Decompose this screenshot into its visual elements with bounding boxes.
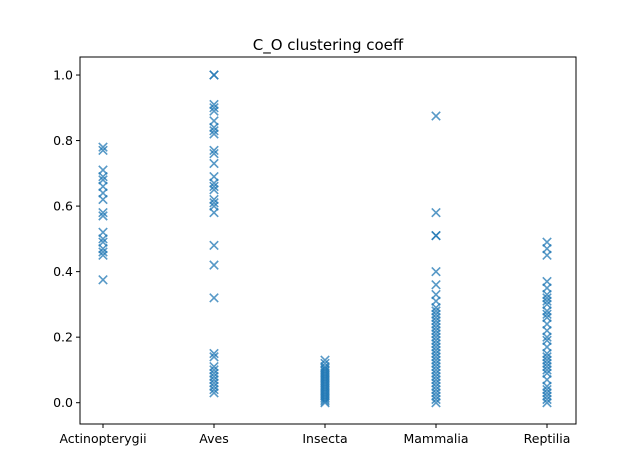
data-point-mammalia-3 <box>431 230 441 241</box>
x-tick-label-insecta: Insecta <box>302 431 347 446</box>
data-points-layer <box>98 70 552 408</box>
data-point-mammalia-1 <box>431 207 441 218</box>
data-point-aves-17 <box>209 198 219 208</box>
data-point-reptilia-30 <box>542 397 552 408</box>
data-point-aves-19 <box>209 207 219 218</box>
data-point-insecta-23 <box>320 396 330 406</box>
data-point-reptilia-7 <box>542 296 552 306</box>
data-point-aves-15 <box>209 184 219 195</box>
data-point-actinopterygii-3 <box>98 171 108 182</box>
data-point-aves-10 <box>209 148 219 159</box>
series-reptilia <box>542 237 552 408</box>
data-point-aves-33 <box>209 388 219 398</box>
data-point-aves-7 <box>209 125 219 136</box>
y-tick-label: 0.0 <box>53 395 73 410</box>
data-point-aves-24 <box>209 352 219 362</box>
data-point-reptilia-14 <box>542 332 552 342</box>
series-aves <box>209 70 219 398</box>
data-point-mammalia-36 <box>431 394 441 405</box>
series-actinopterygii <box>98 142 108 285</box>
data-point-actinopterygii-14 <box>98 247 108 257</box>
data-point-actinopterygii-0 <box>98 142 108 152</box>
data-point-insecta-22 <box>320 394 330 405</box>
series-mammalia <box>431 111 441 408</box>
data-point-actinopterygii-1 <box>98 145 108 156</box>
x-tick-label-actinopterygii: Actinopterygii <box>59 431 146 446</box>
data-point-mammalia-5 <box>431 279 441 290</box>
data-point-insecta-24 <box>320 397 330 408</box>
data-point-aves-21 <box>209 260 219 270</box>
data-point-mammalia-37 <box>431 397 441 408</box>
y-tick-label: 0.4 <box>53 264 73 279</box>
axes-layer: 0.0 0.2 0.4 0.6 0.8 1.0 Actinopterygii Aves Inse… <box>53 68 570 446</box>
data-point-actinopterygii-11 <box>98 234 108 244</box>
data-point-actinopterygii-16 <box>98 275 108 285</box>
data-point-mammalia-0 <box>431 111 441 121</box>
data-point-actinopterygii-8 <box>98 207 108 218</box>
data-point-aves-32 <box>209 384 219 395</box>
data-point-aves-20 <box>209 240 219 251</box>
y-tick-label: 0.2 <box>53 330 73 345</box>
data-point-reptilia-22 <box>542 365 552 375</box>
x-tick-label-aves: Aves <box>199 431 228 446</box>
data-point-actinopterygii-9 <box>98 211 108 221</box>
x-tick-label-mammalia: Mammalia <box>403 431 468 446</box>
plot-frame <box>79 56 577 425</box>
data-point-reptilia-29 <box>542 394 552 405</box>
data-point-aves-23 <box>209 348 219 359</box>
y-tick-label: 1.0 <box>53 68 73 83</box>
data-point-reptilia-2 <box>542 250 552 261</box>
data-point-aves-4 <box>209 106 219 116</box>
data-point-aves-3 <box>209 103 219 113</box>
data-point-aves-1 <box>209 70 219 80</box>
data-point-aves-9 <box>209 145 219 156</box>
y-tick-label: 0.8 <box>53 133 73 148</box>
data-point-mammalia-4 <box>431 266 441 277</box>
series-insecta <box>320 355 330 408</box>
data-point-actinopterygii-7 <box>98 194 108 205</box>
data-point-aves-14 <box>209 181 219 192</box>
chart-title: C_O clustering coeff <box>253 36 404 55</box>
y-tick-label: 0.6 <box>53 199 73 214</box>
data-point-aves-22 <box>209 293 219 303</box>
data-point-aves-11 <box>209 158 219 169</box>
data-point-aves-8 <box>209 129 219 139</box>
x-tick-label-reptilia: Reptilia <box>524 431 571 446</box>
data-point-actinopterygii-15 <box>98 250 108 261</box>
data-point-reptilia-10 <box>542 309 552 319</box>
